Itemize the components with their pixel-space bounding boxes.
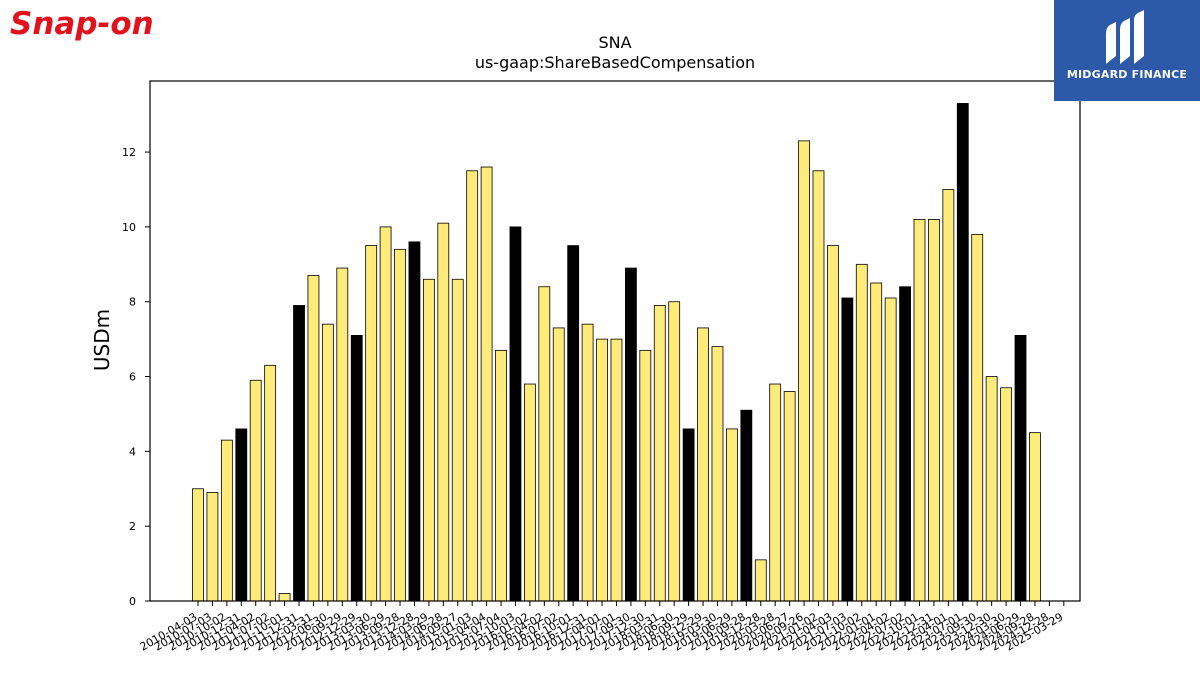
bar bbox=[278, 593, 291, 602]
bar bbox=[192, 488, 204, 602]
bar bbox=[523, 383, 536, 602]
bar bbox=[870, 282, 883, 602]
bar bbox=[394, 248, 406, 602]
bar bbox=[235, 428, 248, 602]
y-tick-label: 0 bbox=[129, 595, 136, 608]
x-axis: 2010-04-032010-07-032010-10-022010-12-31… bbox=[138, 601, 1065, 654]
bar bbox=[206, 492, 219, 602]
bar bbox=[985, 376, 998, 602]
bar bbox=[610, 338, 623, 602]
bar bbox=[798, 140, 810, 602]
midgard-finance-logo: MIDGARD FINANCE bbox=[1054, 0, 1200, 101]
bar bbox=[740, 409, 753, 602]
bar bbox=[899, 286, 911, 602]
bar bbox=[841, 297, 854, 602]
bar bbox=[552, 327, 565, 602]
bar bbox=[942, 189, 955, 602]
bar bbox=[437, 222, 450, 602]
y-axis: 0 2 4 6 8 10 12 bbox=[122, 146, 150, 608]
bar bbox=[365, 245, 378, 602]
bar bbox=[711, 346, 724, 602]
midgard-mark-icon bbox=[1106, 10, 1144, 64]
bar bbox=[653, 305, 666, 602]
bar bbox=[639, 349, 652, 602]
bar bbox=[509, 226, 522, 602]
bar bbox=[596, 338, 608, 602]
bar bbox=[956, 103, 969, 602]
bar bbox=[264, 364, 277, 602]
bar bbox=[451, 278, 464, 602]
bar bbox=[293, 305, 305, 602]
bar bbox=[567, 245, 580, 602]
y-axis-label: USDm bbox=[90, 308, 114, 372]
bar bbox=[812, 170, 825, 602]
bar bbox=[249, 379, 262, 602]
y-tick-label: 12 bbox=[122, 146, 136, 159]
bar bbox=[495, 349, 507, 602]
bar bbox=[1014, 334, 1027, 602]
y-tick-label: 6 bbox=[129, 371, 136, 384]
snap-on-logo: Snap-on bbox=[10, 6, 154, 42]
y-tick-label: 10 bbox=[122, 221, 136, 234]
bar bbox=[928, 219, 940, 602]
chart-title: SNA bbox=[598, 33, 632, 52]
plot-frame bbox=[149, 80, 1081, 602]
snap-on-logo-text: Snap-on bbox=[10, 6, 154, 42]
bar bbox=[913, 219, 926, 602]
bar bbox=[971, 233, 984, 602]
bar bbox=[336, 267, 349, 602]
bar bbox=[668, 301, 681, 602]
y-tick-label: 2 bbox=[129, 520, 136, 533]
bar bbox=[307, 275, 320, 602]
bar bbox=[321, 323, 334, 602]
bar bbox=[408, 241, 421, 602]
bar bbox=[884, 297, 897, 602]
y-tick-label: 8 bbox=[129, 296, 136, 309]
chart-subtitle: us-gaap:ShareBasedCompensation bbox=[474, 53, 756, 72]
bar bbox=[1000, 387, 1012, 602]
bar bbox=[625, 267, 637, 602]
bar bbox=[422, 278, 435, 602]
bar bbox=[682, 428, 695, 602]
bar bbox=[697, 327, 709, 602]
bar bbox=[855, 263, 868, 602]
bar-series bbox=[192, 103, 1041, 602]
bar bbox=[480, 166, 493, 602]
bar bbox=[220, 439, 233, 602]
bar bbox=[726, 428, 738, 602]
bar bbox=[350, 334, 363, 602]
bar bbox=[581, 323, 594, 602]
bar bbox=[754, 559, 767, 602]
y-tick-label: 4 bbox=[129, 445, 136, 458]
bar bbox=[783, 391, 796, 602]
midgard-logo-text: MIDGARD FINANCE bbox=[1066, 68, 1188, 81]
bar bbox=[769, 383, 782, 602]
bar bbox=[379, 226, 392, 602]
bar bbox=[827, 245, 839, 602]
bar bbox=[466, 170, 479, 602]
bar bbox=[538, 286, 551, 602]
bar bbox=[1029, 432, 1041, 602]
